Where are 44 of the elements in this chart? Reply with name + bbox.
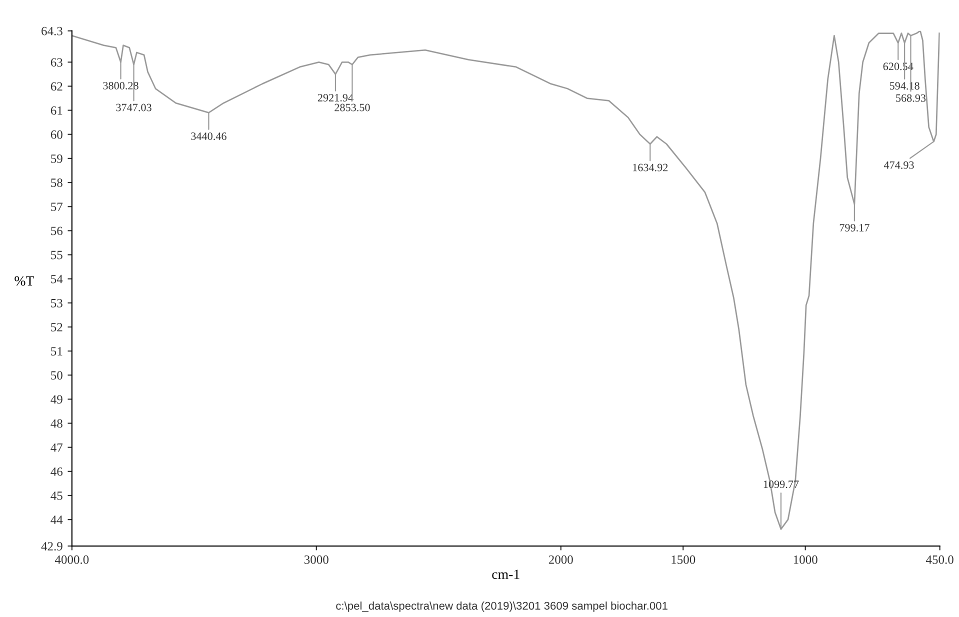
y-tick-label: 62: [50, 82, 62, 91]
y-tick-label: 63: [50, 58, 62, 67]
text: c:\pel_data\spectra\new data (2019)\3201 3609 sampel biochar.001: [336, 602, 668, 612]
y-tick-label: 55: [51, 250, 62, 260]
y-tick-label: 58: [51, 178, 62, 187]
y-tick-label: 45: [50, 492, 62, 500]
y-tick-label: 46: [50, 467, 63, 476]
annotation: 3440.46: [191, 132, 226, 140]
annotation: 620.54: [883, 62, 914, 70]
line-series: [72, 30, 940, 530]
y-tick-label: 48: [50, 419, 62, 428]
annotation: 568.93: [896, 94, 926, 102]
y-tick-label: 51: [51, 347, 62, 356]
annotation: 1099.77: [764, 480, 799, 488]
y-tick-label: 49: [50, 395, 62, 404]
y-tick-label: 57: [51, 202, 63, 212]
annotation: 2853.50: [334, 104, 370, 112]
y-tick-label: 61: [50, 106, 62, 115]
y-tick-label: 64.3: [42, 26, 62, 36]
x-tick-label: 450.0: [926, 555, 954, 564]
y-tick-label: 56: [51, 226, 63, 236]
y-tick-label: 42.9: [41, 542, 62, 551]
x-tick-label: 2000: [548, 555, 573, 564]
y-tick-label: 60: [50, 130, 62, 139]
x-tick-label: 1000: [794, 555, 818, 564]
y-tick-label: 53: [51, 298, 62, 308]
annotation: 3800.28: [103, 82, 138, 90]
x-tick-label: 3000: [304, 555, 328, 564]
y-tick-label: 54: [51, 274, 63, 284]
y-tick-label: 59: [51, 154, 62, 163]
y-tick-label: 47: [50, 443, 63, 452]
x-tick-label: 4000.0: [54, 555, 89, 564]
y-tick-label: 50: [51, 371, 62, 380]
annotation: 2921.94: [318, 94, 354, 102]
annotation: 594.18: [890, 82, 920, 90]
y-axis-title: %T: [14, 276, 34, 286]
y-tick-label: 44: [50, 516, 63, 524]
annotation: 474.93: [884, 161, 914, 169]
y-tick-label: 52: [51, 323, 62, 332]
annotation: 3747.03: [116, 104, 152, 112]
x-tick-label: 1500: [672, 555, 696, 564]
annotation: 799.17: [840, 224, 870, 232]
annotation: 1634.92: [633, 164, 668, 172]
x-axis-title: cm-1: [492, 570, 520, 580]
